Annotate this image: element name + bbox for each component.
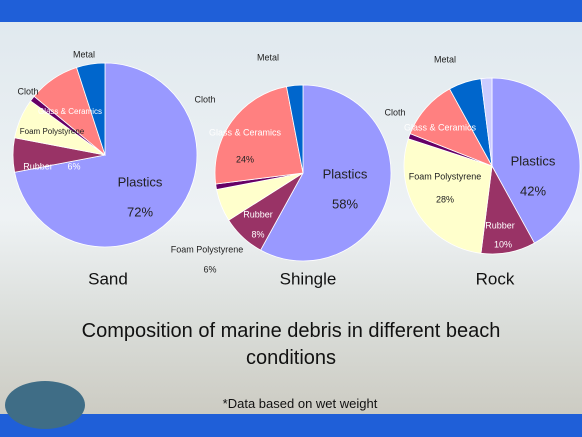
value-label: 24%: [236, 154, 254, 164]
value-label: 28%: [436, 194, 454, 204]
value-label: 6%: [67, 161, 80, 171]
slice-label: Foam Polystyrene: [20, 127, 85, 136]
footer-bar: [0, 414, 582, 437]
footnote: *Data based on wet weight: [222, 396, 378, 411]
slice-label: Plastics: [323, 166, 368, 181]
slice-label: Cloth: [17, 86, 38, 96]
pie-slice: [480, 77, 493, 167]
slice-label: Metal: [257, 52, 279, 62]
pie-title: Sand: [88, 269, 128, 288]
value-label: 6%: [203, 264, 216, 274]
header-bar: [0, 0, 582, 22]
slide-title: Composition of marine debris in differen…: [81, 320, 501, 369]
value-label: 42%: [520, 183, 546, 198]
turtle-decoration: [5, 381, 85, 429]
value-label: 10%: [494, 239, 512, 249]
pie-slice: [403, 138, 493, 254]
pie-slice: [491, 77, 581, 244]
value-label: 72%: [127, 204, 153, 219]
slice-label: Rubber: [485, 220, 515, 230]
slice-label: Glass & Ceramics: [38, 107, 102, 116]
slice-label: Cloth: [194, 94, 215, 104]
pie-title: Shingle: [280, 269, 337, 288]
value-label: 58%: [332, 196, 358, 211]
slice-label: Foam Polystyrene: [171, 244, 244, 254]
value-label: 8%: [251, 229, 264, 239]
slice-label: Foam Polystyrene: [409, 171, 482, 181]
pie-slice: [260, 84, 392, 262]
pie-slice: [286, 84, 304, 174]
slice-label: Plastics: [511, 153, 556, 168]
slice-label: Plastics: [118, 174, 163, 189]
slice-label: Cloth: [384, 107, 405, 117]
slice-label: Rubber: [243, 209, 273, 219]
slice-label: Glass & Ceramics: [209, 127, 282, 137]
charts: Plastics 72% Rubber 6% Foam Polystyrene Cloth…: [12, 49, 581, 288]
slice-label: Metal: [73, 49, 95, 59]
slice-label: Metal: [434, 54, 456, 64]
slice-label: Glass & Ceramics: [404, 122, 477, 132]
pie-title: Rock: [476, 269, 515, 288]
pie-slice: [214, 86, 304, 185]
slice-label: Rubber: [23, 161, 53, 171]
pie-slice: [14, 62, 198, 248]
pie-slice: [76, 62, 106, 156]
